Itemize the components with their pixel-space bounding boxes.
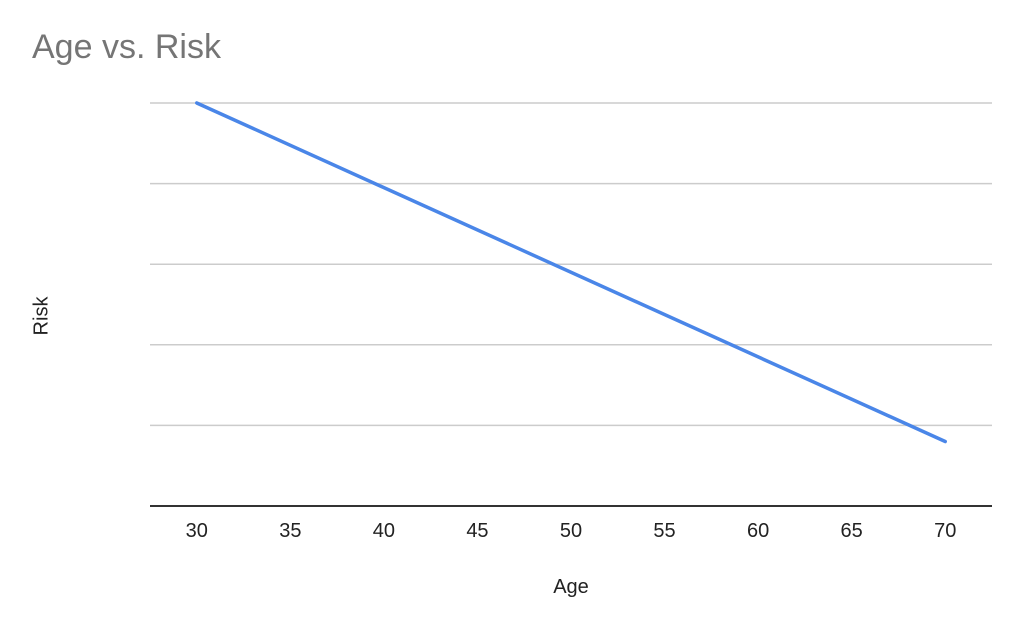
- gridlines: [150, 102, 992, 427]
- x-tick-label: 65: [841, 520, 863, 542]
- x-tick-label: 70: [934, 520, 956, 542]
- x-tick-label: 30: [186, 520, 208, 542]
- x-tick-label: 60: [747, 520, 769, 542]
- series-line-0: [195, 101, 947, 444]
- x-tick-label: 35: [279, 520, 301, 542]
- x-tick-labels: 30 35 40 45 50 55 60 65 70: [186, 520, 957, 542]
- series-lines: [195, 101, 947, 444]
- x-axis-label: Age: [553, 576, 589, 598]
- x-tick-label: 55: [653, 520, 675, 542]
- x-tick-label: 40: [373, 520, 395, 542]
- x-tick-label: 50: [560, 520, 582, 542]
- x-tick-label: 45: [466, 520, 488, 542]
- chart-title: Age vs. Risk: [32, 28, 221, 66]
